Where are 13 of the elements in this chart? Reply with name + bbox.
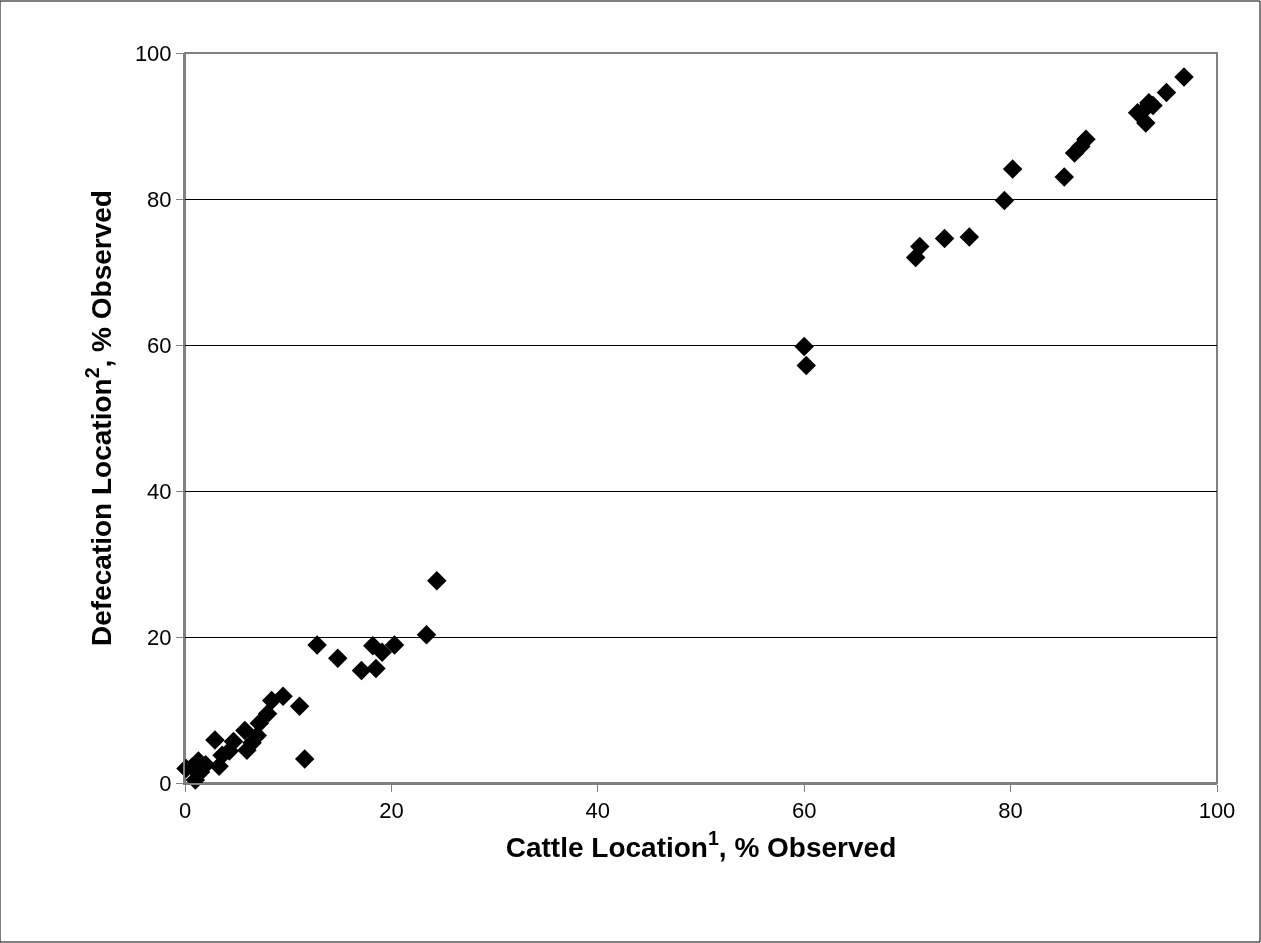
y-tick-label: 40 xyxy=(147,478,172,504)
x-tick-label: 0 xyxy=(178,798,192,824)
x-tick-label: 40 xyxy=(585,798,611,824)
x-axis-title: Cattle Location$^{1}$, % Observed xyxy=(505,827,897,863)
y-tick-label: 100 xyxy=(134,40,172,66)
x-tick-label: 80 xyxy=(998,798,1023,824)
y-tick-label: 20 xyxy=(147,624,172,650)
y-tick-label: 60 xyxy=(147,332,172,358)
x-tick-label: 100 xyxy=(1198,798,1236,824)
x-tick-label: 20 xyxy=(379,798,404,824)
x-tick-label: 60 xyxy=(791,798,817,824)
y-tick-label: 80 xyxy=(147,186,172,212)
y-tick-label: 0 xyxy=(159,770,172,796)
